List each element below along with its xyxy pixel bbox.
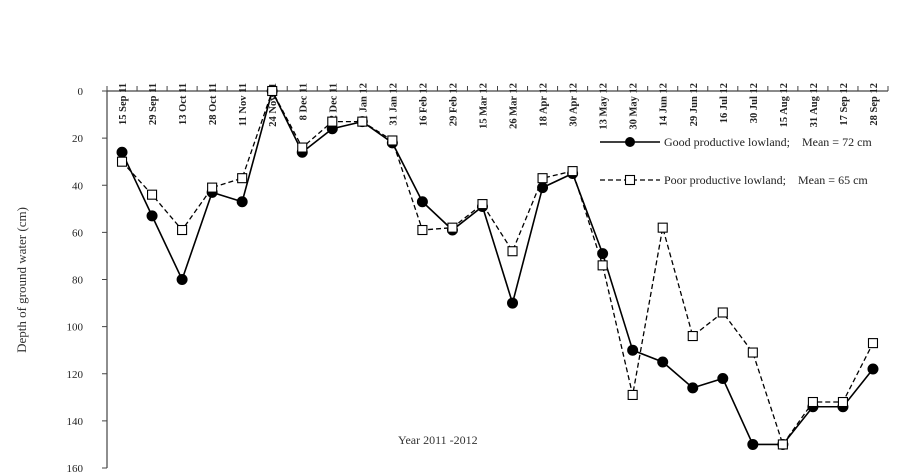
series-line-1 xyxy=(121,88,874,446)
series-2-point xyxy=(267,85,278,97)
legend-label-1: Good productive lowland; Mean = 72 cm xyxy=(664,135,872,149)
series-1-point xyxy=(416,196,428,208)
series-1-point xyxy=(747,438,759,450)
series-2-point xyxy=(477,199,488,210)
x-tick-label: 15 Sep 11 xyxy=(118,83,129,125)
x-tick-label: 17 Sep 12 xyxy=(839,83,850,126)
series-1-point xyxy=(236,196,248,208)
y-tick-label: 0 xyxy=(78,86,84,98)
series-1-point xyxy=(507,297,519,309)
y-tick-label: 120 xyxy=(67,369,84,381)
x-tick-label: 13 Oct 11 xyxy=(178,83,189,125)
x-tick-label: 15 Aug 12 xyxy=(779,83,790,127)
series-2-point xyxy=(807,396,818,408)
x-tick-label: 29 Feb 12 xyxy=(448,83,459,126)
series-2-point xyxy=(417,224,428,236)
x-tick-label: 16 Jul 12 xyxy=(719,83,730,123)
series-1-point xyxy=(687,382,699,394)
series-2-point xyxy=(207,182,218,193)
x-tick-label: 30 Jul 12 xyxy=(749,83,760,123)
x-tick-label: 22 Dec 11 xyxy=(328,83,339,126)
series-2-point xyxy=(567,166,578,177)
x-tick-label: 8 Dec 11 xyxy=(298,83,309,120)
series-2-point xyxy=(447,222,458,233)
series-2-point xyxy=(507,246,518,257)
series-2-point xyxy=(597,260,608,271)
x-tick-label: 11 Nov 11 xyxy=(238,83,249,126)
series-2-point xyxy=(147,189,158,200)
series-1-point xyxy=(717,372,729,384)
x-tick-label: 11 Jan 12 xyxy=(358,83,369,125)
x-tick-label: 24 Nov 11 xyxy=(268,83,279,127)
legend-marker-1 xyxy=(625,137,635,147)
y-tick-label: 40 xyxy=(72,180,84,192)
x-tick-label: 28 Sep 12 xyxy=(869,83,880,126)
series-2-point xyxy=(357,116,368,127)
series-2-point xyxy=(657,222,668,233)
series-line-2 xyxy=(121,89,874,446)
series-2-point xyxy=(237,173,248,184)
x-tick-label: 15 Mar 12 xyxy=(478,83,489,129)
x-tick-label: 30 May 12 xyxy=(629,83,640,130)
y-tick-label: 60 xyxy=(72,227,84,239)
series-2-point xyxy=(327,116,338,127)
series-1-point xyxy=(627,344,639,356)
series-1-point xyxy=(176,274,188,285)
series-2-point xyxy=(387,135,398,146)
series-2-point xyxy=(867,338,879,349)
x-axis-tick-labels: 15 Sep 11 29 Sep 11 13 Oct 11 28 Oct 11 11 N… xyxy=(118,83,880,130)
series-2-point xyxy=(717,307,728,318)
legend-marker-2 xyxy=(624,174,636,186)
y-axis-tick-labels: 0 20 40 60 80 100 120 140 160 xyxy=(67,86,84,474)
x-tick-label: 18 Apr 12 xyxy=(539,83,550,127)
series-1-point xyxy=(657,356,669,368)
series-2-point xyxy=(627,389,638,401)
series-markers xyxy=(116,85,879,450)
series-1-point xyxy=(537,182,549,194)
series-2-point xyxy=(837,396,848,408)
series-1-point xyxy=(867,363,879,375)
series-2-point xyxy=(537,173,548,184)
y-tick-label: 160 xyxy=(67,463,84,474)
series-2-point xyxy=(297,142,308,153)
x-tick-label: 31 Aug 12 xyxy=(809,83,820,127)
series-1-point xyxy=(597,248,609,260)
chart-annotation: Year 2011 -2012 xyxy=(398,433,478,447)
series-2-point xyxy=(747,347,758,358)
x-tick-label: 26 Mar 12 xyxy=(509,83,520,129)
x-tick-label: 29 Sep 11 xyxy=(148,83,159,125)
series-2-point xyxy=(687,330,698,342)
x-tick-label: 31 Jan 12 xyxy=(388,83,399,126)
x-tick-label: 16 Feb 12 xyxy=(418,83,429,126)
x-tick-label: 14 Jun 12 xyxy=(659,83,670,126)
series-2-point xyxy=(177,224,188,236)
x-tick-label: 28 Oct 11 xyxy=(208,83,219,125)
y-tick-label: 100 xyxy=(67,322,84,334)
x-tick-label: 29 Jun 12 xyxy=(689,83,700,126)
chart-axes xyxy=(102,86,889,469)
series-lines xyxy=(121,88,874,446)
series-2-point xyxy=(777,439,788,450)
legend-label-2: Poor productive lowland; Mean = 65 cm xyxy=(664,173,868,187)
y-tick-label: 140 xyxy=(67,416,84,428)
series-1-point xyxy=(116,146,128,158)
x-tick-label: 13 May 12 xyxy=(599,83,610,130)
y-axis-title: Depth of ground water (cm) xyxy=(14,207,29,353)
legend: Good productive lowland; Mean = 72 cm Poo… xyxy=(600,135,872,187)
series-2-point xyxy=(116,156,128,167)
y-tick-label: 80 xyxy=(72,275,84,287)
x-tick-label: 30 Apr 12 xyxy=(569,83,580,127)
y-tick-label: 20 xyxy=(72,133,84,145)
series-1-point xyxy=(146,210,158,222)
